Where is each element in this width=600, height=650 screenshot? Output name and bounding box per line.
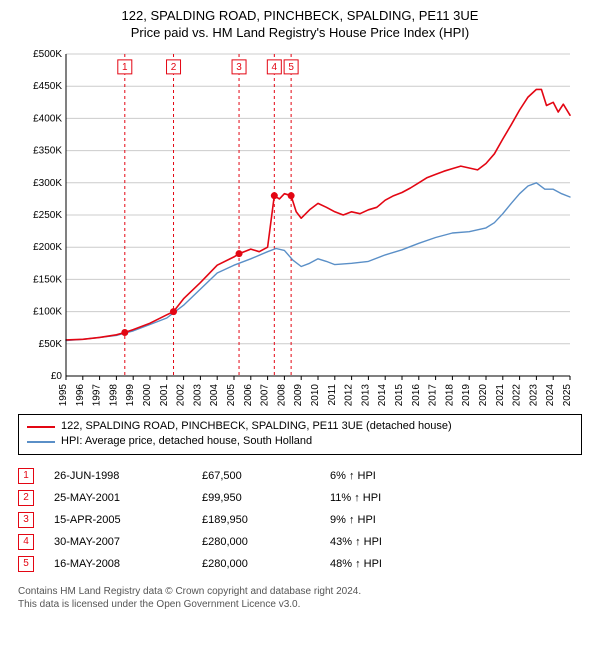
svg-text:£300K: £300K <box>33 178 62 189</box>
transaction-hpi-delta: 43% ↑ HPI <box>330 536 450 548</box>
svg-text:1995: 1995 <box>58 384 69 406</box>
svg-text:2018: 2018 <box>444 384 455 406</box>
svg-text:2022: 2022 <box>512 384 523 406</box>
legend-swatch <box>27 441 55 443</box>
svg-text:£400K: £400K <box>33 113 62 124</box>
svg-text:1998: 1998 <box>108 384 119 406</box>
chart-title-block: 122, SPALDING ROAD, PINCHBECK, SPALDING,… <box>10 8 590 40</box>
transaction-marker: 2 <box>18 490 34 506</box>
svg-text:2012: 2012 <box>344 384 355 406</box>
legend-label: 122, SPALDING ROAD, PINCHBECK, SPALDING,… <box>61 419 452 434</box>
transaction-price: £189,950 <box>202 514 322 526</box>
svg-text:2014: 2014 <box>377 384 388 406</box>
transaction-hpi-delta: 11% ↑ HPI <box>330 492 450 504</box>
svg-text:2024: 2024 <box>545 384 556 406</box>
svg-text:2020: 2020 <box>478 384 489 406</box>
transaction-row: 5 16-MAY-2008 £280,000 48% ↑ HPI <box>18 553 582 575</box>
svg-text:£500K: £500K <box>33 49 62 60</box>
svg-text:£50K: £50K <box>39 339 63 350</box>
svg-text:£100K: £100K <box>33 307 62 318</box>
svg-text:2023: 2023 <box>528 384 539 406</box>
transaction-marker: 5 <box>18 556 34 572</box>
svg-text:£200K: £200K <box>33 242 62 253</box>
legend-swatch <box>27 426 55 428</box>
svg-text:3: 3 <box>236 62 242 73</box>
svg-text:2007: 2007 <box>260 384 271 406</box>
svg-text:2008: 2008 <box>276 384 287 406</box>
transaction-row: 4 30-MAY-2007 £280,000 43% ↑ HPI <box>18 531 582 553</box>
svg-text:1: 1 <box>122 62 128 73</box>
svg-text:2006: 2006 <box>243 384 254 406</box>
svg-text:5: 5 <box>288 62 294 73</box>
transaction-marker: 3 <box>18 512 34 528</box>
transaction-price: £67,500 <box>202 470 322 482</box>
transaction-hpi-delta: 6% ↑ HPI <box>330 470 450 482</box>
legend-item: HPI: Average price, detached house, Sout… <box>27 434 573 449</box>
svg-text:4: 4 <box>272 62 278 73</box>
legend-label: HPI: Average price, detached house, Sout… <box>61 434 312 449</box>
svg-text:2025: 2025 <box>562 384 573 406</box>
transaction-row: 3 15-APR-2005 £189,950 9% ↑ HPI <box>18 509 582 531</box>
attribution-line2: This data is licensed under the Open Gov… <box>18 598 582 611</box>
svg-text:2013: 2013 <box>360 384 371 406</box>
svg-text:2009: 2009 <box>293 384 304 406</box>
transaction-marker: 4 <box>18 534 34 550</box>
svg-text:2010: 2010 <box>310 384 321 406</box>
transaction-price: £280,000 <box>202 558 322 570</box>
transaction-date: 15-APR-2005 <box>54 514 194 526</box>
svg-text:1997: 1997 <box>92 384 103 406</box>
transaction-price: £99,950 <box>202 492 322 504</box>
svg-text:1999: 1999 <box>125 384 136 406</box>
svg-text:2001: 2001 <box>159 384 170 406</box>
svg-text:£450K: £450K <box>33 81 62 92</box>
attribution-line1: Contains HM Land Registry data © Crown c… <box>18 585 582 598</box>
svg-text:2: 2 <box>171 62 177 73</box>
transactions-table: 1 26-JUN-1998 £67,500 6% ↑ HPI 2 25-MAY-2001 £… <box>18 465 582 575</box>
svg-text:2002: 2002 <box>176 384 187 406</box>
chart-svg: £0 £50K £100K £150K £200K £250K £300K £350K £400… <box>20 46 580 406</box>
price-chart: £0 £50K £100K £150K £200K £250K £300K £350K £400… <box>20 46 580 406</box>
svg-text:2011: 2011 <box>327 384 338 406</box>
svg-text:£150K: £150K <box>33 274 62 285</box>
svg-text:2004: 2004 <box>209 384 220 406</box>
transaction-hpi-delta: 9% ↑ HPI <box>330 514 450 526</box>
svg-text:£250K: £250K <box>33 210 62 221</box>
transaction-row: 2 25-MAY-2001 £99,950 11% ↑ HPI <box>18 487 582 509</box>
svg-text:2003: 2003 <box>192 384 203 406</box>
legend: 122, SPALDING ROAD, PINCHBECK, SPALDING,… <box>18 414 582 455</box>
transaction-marker: 1 <box>18 468 34 484</box>
transaction-date: 26-JUN-1998 <box>54 470 194 482</box>
svg-text:2000: 2000 <box>142 384 153 406</box>
svg-text:2021: 2021 <box>495 384 506 406</box>
transaction-price: £280,000 <box>202 536 322 548</box>
chart-title-line1: 122, SPALDING ROAD, PINCHBECK, SPALDING,… <box>10 8 590 23</box>
transaction-date: 30-MAY-2007 <box>54 536 194 548</box>
svg-text:£0: £0 <box>51 371 63 382</box>
chart-title-line2: Price paid vs. HM Land Registry's House … <box>10 25 590 40</box>
svg-text:2015: 2015 <box>394 384 405 406</box>
attribution-text: Contains HM Land Registry data © Crown c… <box>18 585 582 611</box>
transaction-hpi-delta: 48% ↑ HPI <box>330 558 450 570</box>
legend-item: 122, SPALDING ROAD, PINCHBECK, SPALDING,… <box>27 419 573 434</box>
svg-text:£350K: £350K <box>33 146 62 157</box>
transaction-date: 16-MAY-2008 <box>54 558 194 570</box>
transaction-date: 25-MAY-2001 <box>54 492 194 504</box>
svg-text:2016: 2016 <box>411 384 422 406</box>
transaction-row: 1 26-JUN-1998 £67,500 6% ↑ HPI <box>18 465 582 487</box>
svg-text:2017: 2017 <box>428 384 439 406</box>
svg-text:2019: 2019 <box>461 384 472 406</box>
svg-text:2005: 2005 <box>226 384 237 406</box>
svg-text:1996: 1996 <box>75 384 86 406</box>
